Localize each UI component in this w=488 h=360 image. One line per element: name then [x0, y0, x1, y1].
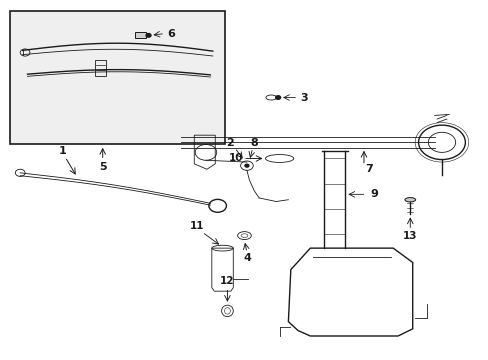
- Text: 6: 6: [167, 28, 175, 39]
- Text: 5: 5: [99, 162, 106, 172]
- Text: 9: 9: [370, 189, 378, 199]
- Text: 10: 10: [228, 153, 243, 163]
- Text: 4: 4: [244, 253, 251, 263]
- Text: 11: 11: [189, 221, 204, 231]
- Text: 1: 1: [59, 146, 66, 156]
- Circle shape: [146, 33, 151, 37]
- Ellipse shape: [404, 198, 415, 202]
- Text: 8: 8: [249, 138, 257, 148]
- Bar: [10, 12, 224, 144]
- Circle shape: [244, 164, 248, 167]
- Text: 3: 3: [300, 93, 307, 103]
- Text: 7: 7: [364, 164, 372, 174]
- Text: 12: 12: [220, 276, 234, 287]
- Bar: [135, 32, 145, 38]
- Text: 2: 2: [226, 138, 234, 148]
- Text: 13: 13: [402, 231, 417, 241]
- Circle shape: [275, 96, 280, 99]
